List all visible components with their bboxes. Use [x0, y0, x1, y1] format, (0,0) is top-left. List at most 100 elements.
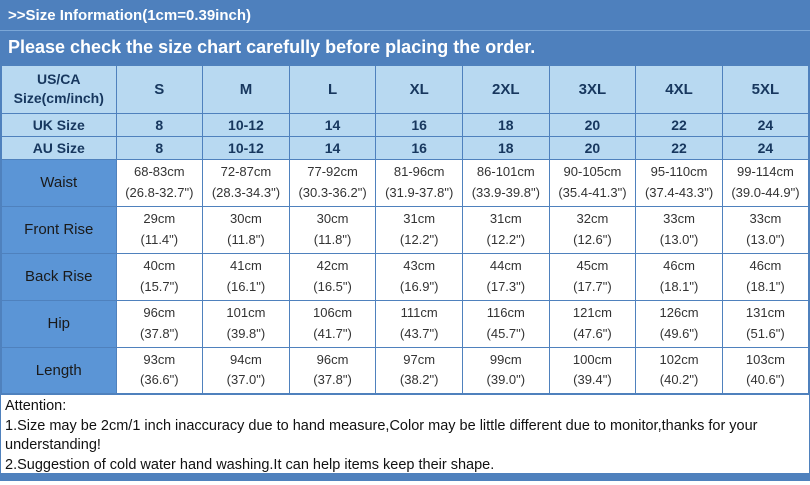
measurement-inch: (40.6"): [746, 372, 785, 388]
measurement-cell: 43cm (16.9"): [375, 252, 463, 301]
table-header-row: US/CA Size(cm/inch) S M L XL 2XL 3XL 4XL 5XL: [0, 64, 810, 114]
measurement-cell: 41cm (16.1"): [202, 252, 290, 301]
measurement-inch: (11.8"): [313, 231, 352, 247]
column-header-cell: M: [202, 64, 290, 114]
measurement-cell: 81-96cm (31.9-37.8"): [375, 158, 463, 207]
measurement-cell: 126cm (49.6"): [635, 299, 723, 348]
measurement-cm: 40cm: [143, 258, 176, 274]
size-value-cell: 22: [635, 135, 723, 160]
measurement-cm: 111cm: [400, 305, 438, 321]
measurement-inch: (51.6"): [746, 325, 785, 341]
size-value-cell: 20: [548, 112, 637, 137]
size-value-cell: 24: [721, 112, 810, 137]
measurement-inch: (17.3"): [486, 278, 526, 294]
measurement-cm: 81-96cm: [393, 164, 445, 180]
bottom-blue-strip: [0, 474, 810, 481]
measurement-inch: (12.6"): [573, 231, 612, 247]
measurement-cm: 96cm: [316, 352, 349, 368]
measurement-cell: 29cm (11.4"): [115, 205, 204, 254]
measurement-cm: 31cm: [403, 211, 436, 227]
measurement-inch: (37.0"): [226, 372, 266, 388]
measurement-cell: 31cm (12.2"): [375, 205, 463, 254]
size-value-cell: 8: [115, 112, 204, 137]
measurement-cell: 42cm (16.5"): [288, 252, 377, 301]
measurement-cell: 93cm (36.6"): [115, 346, 204, 395]
measurement-row: Front Rise 29cm (11.4") 30cm (11.8") 30cm (11.…: [0, 205, 810, 254]
measurement-cm: 31cm: [489, 211, 522, 227]
measurement-cm: 46cm: [663, 258, 695, 274]
measurement-inch: (26.8-32.7"): [125, 184, 194, 200]
measurement-cm: 33cm: [663, 211, 695, 227]
size-chart-table: US/CA Size(cm/inch) S M L XL 2XL 3XL 4XL 5XL UK Si…: [0, 64, 810, 395]
measurement-cm: 86-101cm: [476, 164, 535, 180]
size-value-cell: 10-12: [202, 135, 290, 160]
measurement-row-label: Front Rise: [0, 205, 117, 254]
measurement-cell: 72-87cm (28.3-34.3"): [202, 158, 290, 207]
column-header-cell: 3XL: [548, 64, 637, 114]
size-value-cell: 14: [288, 135, 377, 160]
size-chart-notice-text: Please check the size chart carefully be…: [8, 37, 536, 57]
measurement-inch: (40.2"): [659, 372, 699, 388]
measurement-inch: (18.1"): [659, 278, 699, 294]
measurement-cell: 31cm (12.2"): [462, 205, 550, 254]
measurement-cell: 103cm (40.6"): [721, 346, 810, 395]
measurement-cm: 30cm: [316, 211, 349, 227]
measurement-cm: 95-110cm: [650, 164, 708, 180]
measurement-cell: 94cm (37.0"): [202, 346, 290, 395]
measurement-inch: (37.8"): [140, 325, 179, 341]
measurement-cell: 106cm (41.7"): [288, 299, 377, 348]
measurement-inch: (11.8"): [227, 231, 265, 247]
measurement-cell: 96cm (37.8"): [288, 346, 377, 395]
measurement-cm: 77-92cm: [307, 164, 358, 180]
size-value-cell: 18: [462, 135, 550, 160]
size-row: AU Size 8 10-12 14 16 18 20 22 24: [0, 135, 810, 160]
measurement-inch: (16.9"): [399, 278, 439, 294]
measurement-inch: (38.2"): [399, 372, 439, 388]
measurement-inch: (33.9-39.8"): [471, 184, 540, 200]
measurement-inch: (28.3-34.3"): [211, 184, 281, 200]
measurement-cm: 99cm: [489, 352, 522, 368]
measurement-cm: 97cm: [403, 352, 436, 368]
size-value-cell: 18: [462, 112, 550, 137]
measurement-inch: (13.0"): [746, 231, 785, 247]
measurement-inch: (35.4-41.3"): [558, 184, 627, 200]
measurement-cell: 40cm (15.7"): [115, 252, 204, 301]
measurement-row-label: Waist: [0, 158, 117, 207]
measurement-inch: (12.2"): [486, 231, 526, 247]
measurement-inch: (16.5"): [313, 278, 352, 294]
measurement-cm: 43cm: [403, 258, 436, 274]
measurement-cell: 90-105cm (35.4-41.3"): [548, 158, 637, 207]
measurement-inch: (11.4"): [140, 231, 179, 247]
measurement-cm: 94cm: [230, 352, 262, 368]
measurement-inch: (39.0-44.9"): [731, 184, 800, 200]
attention-title: Attention:: [5, 398, 67, 414]
measurement-inch: (30.3-36.2"): [298, 184, 367, 200]
measurement-cm: 93cm: [143, 352, 176, 368]
size-row-label: AU Size: [0, 135, 117, 160]
measurement-inch: (13.0"): [659, 231, 699, 247]
measurement-cell: 32cm (12.6"): [548, 205, 637, 254]
measurement-cm: 45cm: [576, 258, 609, 274]
size-information-header: >>Size Information(1cm=0.39inch): [0, 0, 810, 31]
measurement-inch: (43.7"): [399, 325, 439, 341]
measurement-cm: 32cm: [576, 211, 609, 227]
measurement-cell: 45cm (17.7"): [548, 252, 637, 301]
measurement-inch: (37.4-43.3"): [644, 184, 714, 200]
measurement-cell: 86-101cm (33.9-39.8"): [462, 158, 550, 207]
measurement-inch: (39.4"): [573, 372, 612, 388]
corner-line-2: Size(cm/inch): [13, 90, 104, 107]
measurement-cm: 33cm: [749, 211, 782, 227]
measurement-row: Length 93cm (36.6") 94cm (37.0") 96cm (37.8") 9…: [0, 346, 810, 395]
measurement-cm: 121cm: [572, 305, 612, 321]
measurement-cm: 96cm: [143, 305, 176, 321]
column-header-cell: XL: [375, 64, 463, 114]
measurement-cm: 90-105cm: [563, 164, 622, 180]
corner-header-cell: US/CA Size(cm/inch): [0, 64, 117, 114]
measurement-cell: 116cm (45.7"): [462, 299, 550, 348]
measurement-inch: (47.6"): [573, 325, 612, 341]
measurement-cm: 29cm: [143, 211, 176, 227]
measurement-row: Waist 68-83cm (26.8-32.7") 72-87cm (28.3-34.…: [0, 158, 810, 207]
measurement-cell: 111cm (43.7"): [375, 299, 463, 348]
size-row: UK Size 8 10-12 14 16 18 20 22 24: [0, 112, 810, 137]
measurement-inch: (49.6"): [659, 325, 699, 341]
